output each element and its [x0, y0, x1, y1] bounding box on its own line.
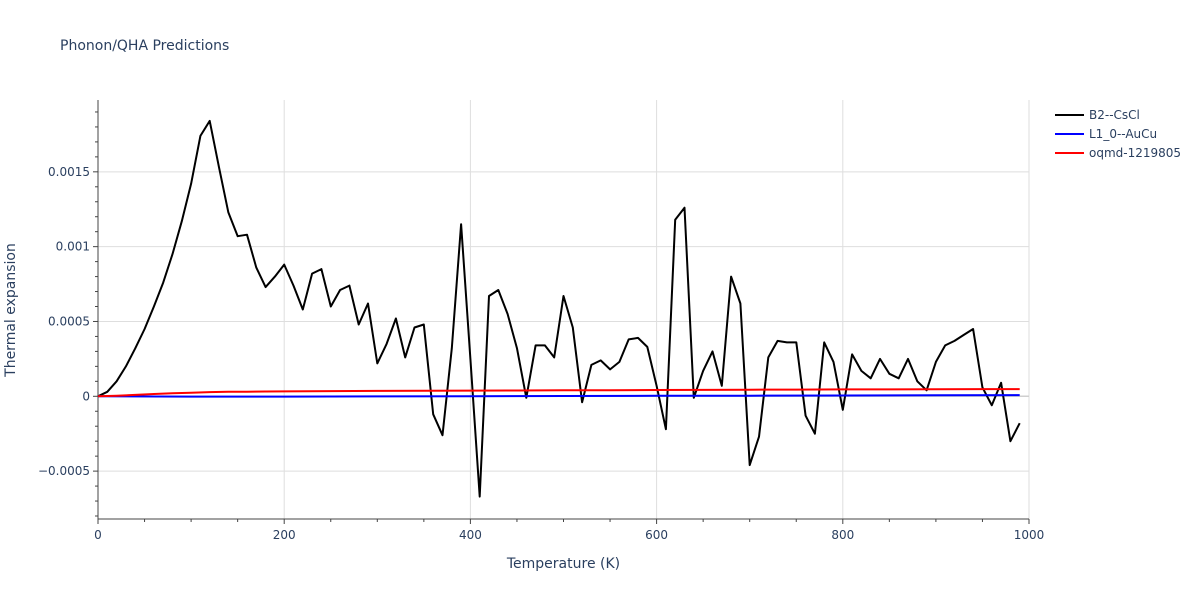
y-tick-label: 0.001	[56, 240, 90, 254]
y-tick-label: 0.0005	[48, 314, 90, 328]
series-line-l1-0-aucu[interactable]	[97, 394, 1020, 398]
x-tick-label: 1000	[1014, 528, 1045, 542]
series-layer	[97, 119, 1021, 498]
y-tick-label: −0.0005	[38, 464, 90, 478]
y-axis-title: Thermal expansion	[3, 243, 19, 378]
legend-label: L1_0--AuCu	[1089, 127, 1157, 141]
x-tick-label: 0	[94, 528, 102, 542]
chart-title: Phonon/QHA Predictions	[60, 38, 229, 54]
legend-label: oqmd-1219805	[1089, 146, 1181, 160]
x-tick-label: 800	[831, 528, 854, 542]
legend-item[interactable]: B2--CsCl	[1055, 108, 1140, 122]
y-tick-label: 0	[82, 389, 90, 403]
x-tick-label: 600	[645, 528, 668, 542]
axes: 0 200 400 600 800 1000 −0.0005 0 0.0005 0.001 0.00…	[38, 100, 1044, 542]
y-tick-label: 0.0015	[48, 165, 90, 179]
x-tick-label: 200	[273, 528, 296, 542]
grid-layer	[98, 100, 1030, 519]
x-tick-label: 400	[459, 528, 482, 542]
legend[interactable]: B2--CsCl L1_0--AuCu oqmd-1219805	[1055, 108, 1181, 160]
x-axis-title: Temperature (K)	[506, 556, 620, 572]
series-line-b2-cscl[interactable]	[97, 119, 1021, 498]
legend-item[interactable]: L1_0--AuCu	[1055, 127, 1157, 141]
series-line-oqmd-1219805[interactable]	[97, 388, 1020, 398]
legend-item[interactable]: oqmd-1219805	[1055, 146, 1181, 160]
legend-label: B2--CsCl	[1089, 108, 1140, 122]
